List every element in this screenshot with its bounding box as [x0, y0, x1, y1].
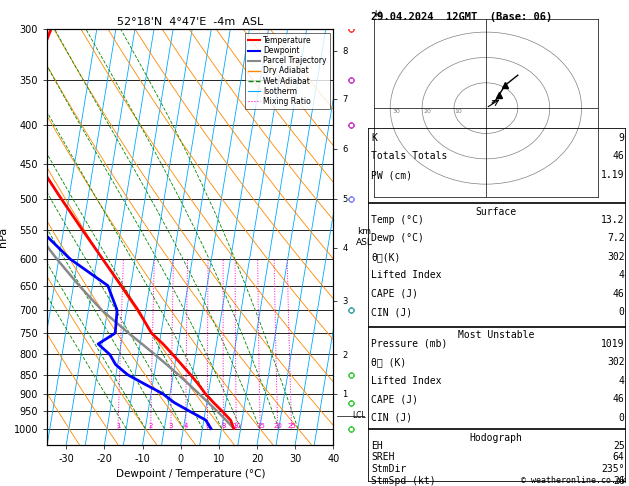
Text: CAPE (J): CAPE (J)	[371, 289, 418, 299]
Text: CIN (J): CIN (J)	[371, 413, 412, 423]
Text: Surface: Surface	[476, 207, 517, 217]
Text: Totals Totals: Totals Totals	[371, 151, 447, 161]
Text: 10: 10	[455, 109, 462, 114]
Text: 8: 8	[221, 422, 226, 429]
Text: StmDir: StmDir	[371, 464, 406, 474]
Text: 302: 302	[607, 357, 625, 367]
X-axis label: Dewpoint / Temperature (°C): Dewpoint / Temperature (°C)	[116, 469, 265, 479]
Text: Temp (°C): Temp (°C)	[371, 215, 424, 225]
Text: θᴇ(K): θᴇ(K)	[371, 252, 401, 262]
Text: StmSpd (kt): StmSpd (kt)	[371, 476, 436, 486]
Text: 13.2: 13.2	[601, 215, 625, 225]
Text: 1.19: 1.19	[601, 170, 625, 180]
Text: 46: 46	[613, 394, 625, 404]
Text: 2: 2	[148, 422, 153, 429]
Text: kt: kt	[374, 10, 382, 19]
Text: © weatheronline.co.uk: © weatheronline.co.uk	[521, 476, 626, 485]
Text: 235°: 235°	[601, 464, 625, 474]
Text: 0: 0	[619, 413, 625, 423]
Text: 1019: 1019	[601, 339, 625, 349]
Y-axis label: hPa: hPa	[0, 227, 8, 247]
Text: 26: 26	[613, 476, 625, 486]
Title: 52°18'N  4°47'E  -4m  ASL: 52°18'N 4°47'E -4m ASL	[117, 17, 264, 27]
Text: 9: 9	[619, 133, 625, 143]
Text: Hodograph: Hodograph	[470, 433, 523, 443]
Text: 3: 3	[169, 422, 173, 429]
Text: CAPE (J): CAPE (J)	[371, 394, 418, 404]
Text: LCL: LCL	[352, 411, 366, 420]
Text: 20: 20	[423, 109, 431, 114]
Text: CIN (J): CIN (J)	[371, 307, 412, 317]
Text: 1: 1	[116, 422, 120, 429]
Text: θᴇ (K): θᴇ (K)	[371, 357, 406, 367]
Text: 4: 4	[619, 376, 625, 386]
Text: 46: 46	[613, 289, 625, 299]
Text: 64: 64	[613, 452, 625, 463]
Text: PW (cm): PW (cm)	[371, 170, 412, 180]
Text: 4: 4	[619, 270, 625, 280]
Text: 46: 46	[613, 151, 625, 161]
Text: 7.2: 7.2	[607, 233, 625, 243]
Legend: Temperature, Dewpoint, Parcel Trajectory, Dry Adiabat, Wet Adiabat, Isotherm, Mi: Temperature, Dewpoint, Parcel Trajectory…	[245, 33, 330, 109]
Text: 302: 302	[607, 252, 625, 262]
Text: Pressure (mb): Pressure (mb)	[371, 339, 447, 349]
Text: Most Unstable: Most Unstable	[458, 330, 535, 341]
Text: 29.04.2024  12GMT  (Base: 06): 29.04.2024 12GMT (Base: 06)	[371, 12, 552, 22]
Text: SREH: SREH	[371, 452, 394, 463]
Text: Dewp (°C): Dewp (°C)	[371, 233, 424, 243]
Text: 25: 25	[287, 422, 296, 429]
Text: Lifted Index: Lifted Index	[371, 270, 442, 280]
Text: 15: 15	[256, 422, 265, 429]
Text: 6: 6	[205, 422, 209, 429]
Text: 0: 0	[619, 307, 625, 317]
Text: Lifted Index: Lifted Index	[371, 376, 442, 386]
Text: 20: 20	[274, 422, 282, 429]
Text: 30: 30	[392, 109, 400, 114]
Text: 10: 10	[231, 422, 241, 429]
Y-axis label: km
ASL: km ASL	[356, 227, 373, 246]
Text: 25: 25	[613, 441, 625, 451]
Text: K: K	[371, 133, 377, 143]
Text: EH: EH	[371, 441, 383, 451]
Text: 4: 4	[184, 422, 188, 429]
